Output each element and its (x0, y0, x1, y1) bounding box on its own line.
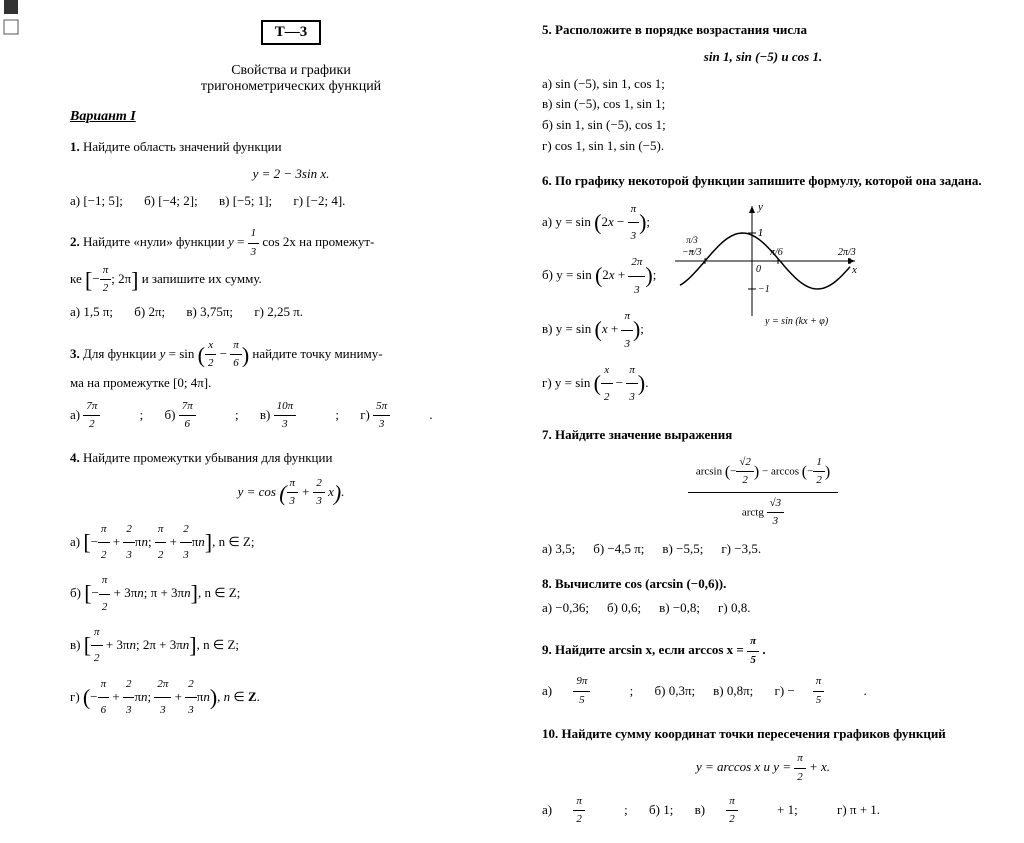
question-8: 8. Вычислите cos (arcsin (−0,6)). а) −0,… (542, 574, 984, 620)
svg-text:0: 0 (756, 264, 761, 275)
question-7: 7. Найдите значение выражения arcsin (−√… (542, 425, 984, 560)
question-9: 9. Найдите arcsin x, если arccos x = π5 … (542, 633, 984, 709)
question-5: 5. Расположите в порядке возрастания чис… (542, 20, 984, 157)
svg-text:1: 1 (758, 228, 763, 239)
question-2: 2. Найдите «нули» функции y = 13 cos 2x … (70, 225, 512, 322)
variant-label: Вариант I (70, 109, 512, 125)
left-column: Т—3 Свойства и графики тригонометрически… (70, 20, 512, 843)
question-6: 6. По графику некоторой функции запишите… (542, 171, 984, 411)
svg-text:y = sin (kx + φ): y = sin (kx + φ) (764, 316, 829, 326)
svg-text:x: x (851, 264, 857, 276)
svg-text:y: y (757, 201, 763, 213)
worksheet-title: Свойства и графики тригонометрических фу… (70, 63, 512, 95)
worksheet-code: Т—3 (261, 20, 322, 45)
right-column: 5. Расположите в порядке возрастания чис… (542, 20, 984, 843)
question-1: 1. Найдите область значений функции y = … (70, 137, 512, 211)
question-3: 3. Для функции y = sin (x2 − π6) найдите… (70, 337, 512, 434)
svg-text:−π/3: −π/3 (682, 247, 702, 258)
svg-text:−1: −1 (758, 284, 770, 295)
svg-text:π/6: π/6 (770, 247, 783, 258)
svg-text:π/3: π/3 (687, 235, 699, 245)
svg-text:2π/3: 2π/3 (838, 247, 856, 258)
sine-graph: 11−10−π/3−π/3π/62π/3xyy = sin (kx + φ) (670, 196, 860, 411)
question-10: 10. Найдите сумму координат точки пересе… (542, 724, 984, 829)
question-4: 4. Найдите промежутки убывания для функц… (70, 448, 512, 723)
